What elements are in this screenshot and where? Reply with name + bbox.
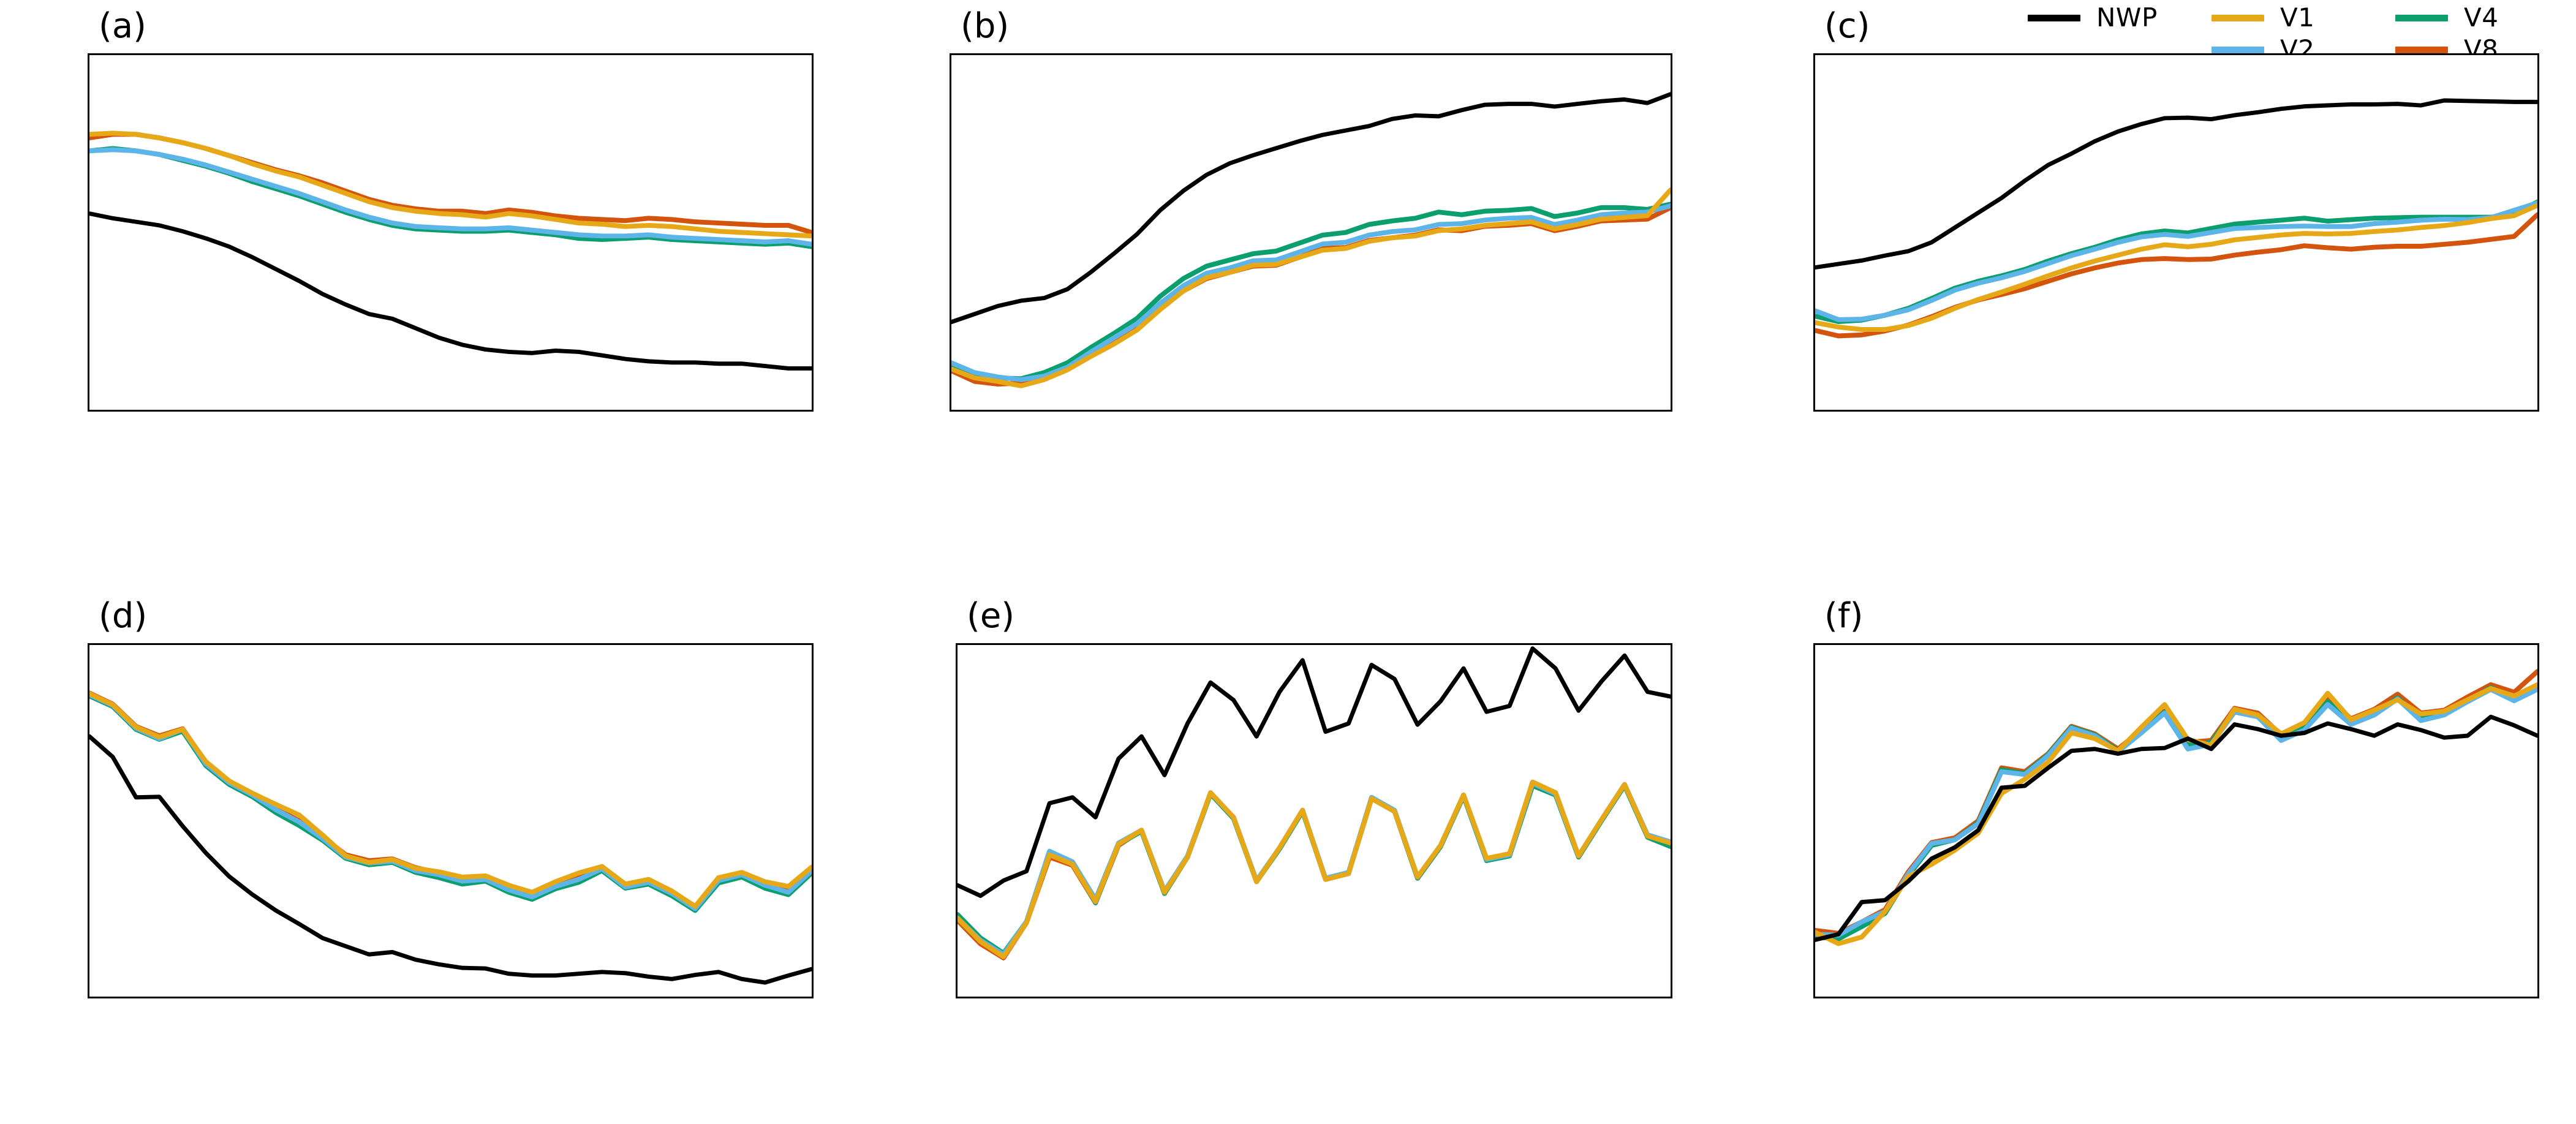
line-v8 xyxy=(89,132,812,235)
panel-f: (f) 1234161116212631Lead Time (day) xyxy=(1715,564,2576,1124)
line-nwp xyxy=(89,734,812,985)
line-v1 xyxy=(958,779,1671,959)
legend-swatch-nwp-icon xyxy=(2028,14,2080,21)
line-v1 xyxy=(89,691,812,909)
panel-c: (c) 0.00.20.40.6161116212631Lead Time (da… xyxy=(1715,0,2576,564)
legend-swatch-v4-icon xyxy=(2395,14,2448,21)
panel-b: (b) 23456161116212631Lead Time (day) xyxy=(858,0,1715,564)
line-v4 xyxy=(951,202,1671,382)
line-v1 xyxy=(1815,682,2537,946)
line-nwp xyxy=(1815,98,2537,270)
panel-label-c: (c) xyxy=(1824,6,1870,46)
legend-swatch-v2-icon xyxy=(2212,46,2264,53)
plot-area-c: 0.00.20.40.6161116212631Lead Time (day) xyxy=(1813,53,2539,412)
panel-label-d: (d) xyxy=(99,596,148,636)
line-v2 xyxy=(1815,200,2537,322)
plot-area-d: 0.10.20.30.40.50.60.7161116212631Lead Ti… xyxy=(88,643,814,998)
legend-item-v1[interactable]: V1 xyxy=(2212,5,2314,31)
panel-label-b: (b) xyxy=(961,6,1010,46)
legend-item-nwp[interactable]: NWP xyxy=(2028,5,2158,31)
series-layer xyxy=(89,690,812,985)
panel-a: (a) 0.700.750.800.850.900.951.00161116212… xyxy=(0,0,858,564)
legend-swatch-v8-icon xyxy=(2395,46,2448,53)
panel-label-e: (e) xyxy=(967,596,1015,636)
series-layer xyxy=(1815,669,2537,946)
line-v2 xyxy=(1815,687,2537,938)
line-nwp xyxy=(951,92,1671,325)
panel-label-f: (f) xyxy=(1824,596,1864,636)
plot-area-b: 23456161116212631Lead Time (day) xyxy=(950,53,1672,412)
series-layer xyxy=(1815,98,2537,339)
line-v1 xyxy=(951,187,1671,388)
legend-item-v4[interactable]: V4 xyxy=(2395,5,2498,31)
series-layer xyxy=(89,130,812,371)
line-nwp xyxy=(958,646,1671,898)
line-v8 xyxy=(951,205,1671,387)
series-layer xyxy=(958,646,1671,960)
series-layer xyxy=(951,92,1671,388)
line-v1 xyxy=(89,130,812,239)
legend-label: V1 xyxy=(2280,2,2315,32)
line-nwp xyxy=(89,211,812,371)
line-nwp xyxy=(1815,714,2537,942)
line-v1 xyxy=(1815,203,2537,332)
legend-swatch-v1-icon xyxy=(2212,14,2264,21)
plot-area-f: 1234161116212631Lead Time (day) xyxy=(1813,643,2539,998)
legend-label: NWP xyxy=(2096,2,2158,32)
line-v2 xyxy=(89,147,812,247)
line-v2 xyxy=(951,203,1671,382)
plot-area-a: 0.700.750.800.850.900.951.00161116212631… xyxy=(88,53,814,412)
plot-area-e: 2.53.03.54.04.55.05.5161116212631Lead Ti… xyxy=(956,643,1672,998)
panel-label-a: (a) xyxy=(99,6,147,46)
panel-d: (d) 0.10.20.30.40.50.60.7161116212631Lead… xyxy=(0,564,858,1124)
legend-label: V4 xyxy=(2464,2,2499,32)
panel-e: (e) 2.53.03.54.04.55.05.5161116212631Lead… xyxy=(858,564,1715,1124)
